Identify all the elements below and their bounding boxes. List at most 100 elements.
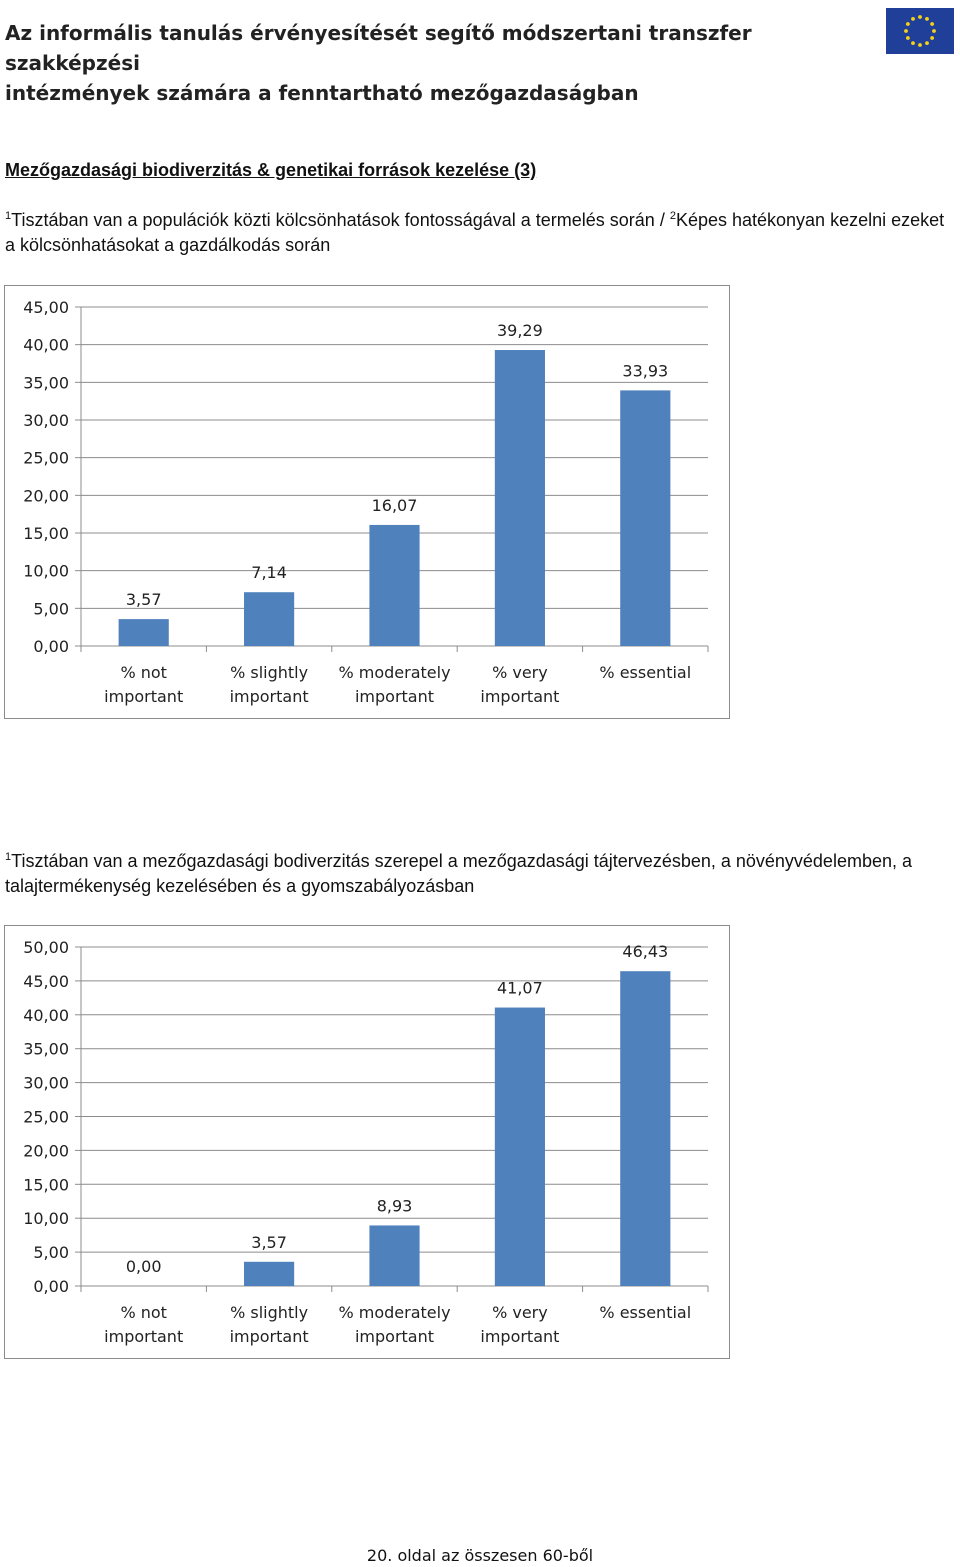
- data-label: 16,07: [372, 496, 418, 515]
- data-label: 8,93: [377, 1196, 413, 1215]
- bar: [620, 971, 671, 1286]
- y-tick-label: 30,00: [23, 1074, 69, 1093]
- y-tick-label: 15,00: [23, 1175, 69, 1194]
- data-label: 3,57: [126, 590, 162, 609]
- category-label: % very important: [480, 1303, 559, 1346]
- category-label: % moderately important: [338, 663, 450, 706]
- data-label: 46,43: [622, 942, 668, 961]
- question-1-superscript-2: 2: [669, 210, 676, 222]
- y-tick-label: 40,00: [23, 336, 69, 355]
- category-label: % moderately important: [338, 1303, 450, 1346]
- category-label-line: % essential: [599, 663, 691, 682]
- y-tick-label: 40,00: [23, 1006, 69, 1025]
- y-tick-label: 25,00: [23, 449, 69, 468]
- category-label-line: important: [104, 1327, 183, 1346]
- y-tick-label: 0,00: [33, 637, 69, 656]
- category-label: % slightly important: [230, 663, 309, 706]
- y-tick-label: 20,00: [23, 486, 69, 505]
- eu-flag-star: [932, 29, 936, 33]
- question-1-text: 1Tisztában van a populációk közti kölcsö…: [5, 208, 950, 258]
- data-label: 0,00: [126, 1257, 162, 1276]
- category-label-line: important: [480, 687, 559, 706]
- category-label: % not important: [104, 1303, 183, 1346]
- bar: [494, 350, 545, 646]
- category-label: % essential: [599, 1303, 691, 1322]
- bar: [369, 524, 420, 646]
- eu-flag-star: [904, 29, 908, 33]
- document-title-line-2: intézmények számára a fenntartható mezőg…: [5, 81, 639, 105]
- category-label-line: important: [355, 1327, 434, 1346]
- eu-flag-star: [925, 41, 929, 46]
- category-label: % very important: [480, 663, 559, 706]
- document-title: Az informális tanulás érvényesítését seg…: [5, 18, 845, 108]
- chart-1: 0,00 5,00 10,00 15,00 20,00 25,00 30,00 35,00 40…: [4, 285, 730, 719]
- category-label-line: important: [480, 1327, 559, 1346]
- chart-2: 0,00 5,00 10,00 15,00 20,00 25,00 30,00 35,00 40…: [4, 925, 730, 1359]
- category-label-line: % very: [492, 663, 548, 682]
- eu-flag-star: [918, 15, 922, 19]
- category-label-line: % moderately: [338, 1303, 450, 1322]
- category-label-line: % slightly: [230, 663, 308, 682]
- data-label: 3,57: [251, 1233, 287, 1252]
- category-label-line: % very: [492, 1303, 548, 1322]
- data-label: 7,14: [251, 563, 287, 582]
- eu-flag-star: [911, 41, 915, 46]
- eu-flag-star: [930, 22, 935, 26]
- question-2-text: 1Tisztában van a mezőgazdasági bodiverzi…: [5, 849, 950, 899]
- eu-flag-star: [905, 22, 910, 26]
- y-tick-label: 50,00: [23, 938, 69, 957]
- eu-flag-star: [905, 36, 910, 40]
- data-label: 41,07: [497, 979, 543, 998]
- category-label-line: % not: [120, 1303, 167, 1322]
- category-label-line: % essential: [599, 1303, 691, 1322]
- eu-flag-star: [911, 16, 915, 21]
- eu-flag-icon: [886, 8, 954, 54]
- y-tick-label: 45,00: [23, 298, 69, 317]
- category-label-line: % moderately: [338, 663, 450, 682]
- category-label-line: % slightly: [230, 1303, 308, 1322]
- question-1-superscript-1: 1: [5, 210, 12, 222]
- eu-flag-star: [918, 43, 922, 47]
- data-label: 39,29: [497, 321, 543, 340]
- y-tick-label: 10,00: [23, 562, 69, 581]
- bar: [118, 619, 169, 646]
- section-title: Mezőgazdasági biodiverzitás & genetikai …: [5, 160, 537, 180]
- eu-flag-star: [930, 36, 935, 40]
- y-tick-label: 30,00: [23, 411, 69, 430]
- question-2-body: Tisztában van a mezőgazdasági bodiverzit…: [5, 851, 912, 896]
- bar: [369, 1225, 420, 1286]
- eu-flag-graphic: [886, 8, 954, 54]
- y-tick-label: 5,00: [33, 599, 69, 618]
- y-tick-label: 10,00: [23, 1209, 69, 1228]
- y-tick-label: 35,00: [23, 1040, 69, 1059]
- category-label-line: important: [355, 687, 434, 706]
- category-label-line: important: [230, 1327, 309, 1346]
- category-label-line: % not: [120, 663, 167, 682]
- chart-1-svg: 0,00 5,00 10,00 15,00 20,00 25,00 30,00 35,00 40…: [23, 298, 709, 706]
- category-label-line: important: [104, 687, 183, 706]
- question-1-part-1: Tisztában van a populációk közti kölcsön…: [11, 210, 670, 230]
- bar: [244, 1261, 295, 1286]
- y-tick-label: 35,00: [23, 373, 69, 392]
- document-title-line-1: Az informális tanulás érvényesítését seg…: [5, 21, 752, 75]
- category-label: % not important: [104, 663, 183, 706]
- question-2-superscript-1: 1: [5, 851, 12, 863]
- category-label: % slightly important: [230, 1303, 309, 1346]
- y-tick-label: 20,00: [23, 1141, 69, 1160]
- y-tick-label: 45,00: [23, 972, 69, 991]
- eu-flag-star: [925, 16, 929, 21]
- bar: [244, 592, 295, 646]
- y-tick-label: 0,00: [33, 1277, 69, 1296]
- y-tick-label: 25,00: [23, 1108, 69, 1127]
- eu-flag-background: [886, 8, 954, 54]
- data-label: 33,93: [622, 361, 668, 380]
- bar: [620, 390, 671, 646]
- page-number: 20. oldal az összesen 60-ből: [366, 1546, 594, 1565]
- category-label: % essential: [599, 663, 691, 682]
- bar: [494, 1007, 545, 1286]
- y-tick-label: 5,00: [33, 1243, 69, 1262]
- category-label-line: important: [230, 687, 309, 706]
- y-tick-label: 15,00: [23, 524, 69, 543]
- question-1-part-2: Képes hatékonyan kezelni ezeket a kölcsö…: [5, 210, 945, 255]
- chart-2-svg: 0,00 5,00 10,00 15,00 20,00 25,00 30,00 35,00 40…: [23, 938, 709, 1346]
